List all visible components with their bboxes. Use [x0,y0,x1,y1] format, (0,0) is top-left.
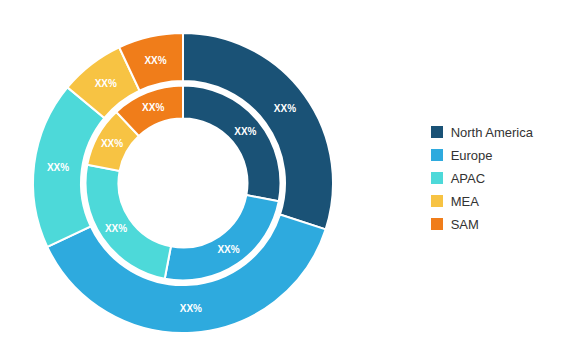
svg-text:XX%: XX% [234,126,256,137]
html-text:Europe: Europe [450,147,493,163]
svg-text:XX%: XX% [47,162,69,173]
html-text:MEA: MEA [450,193,479,209]
svg-text:XX%: XX% [180,303,202,314]
svg-text:XX%: XX% [142,102,164,113]
svg-text:XX%: XX% [95,78,117,89]
svg-text:XX%: XX% [217,244,239,255]
svg-text:XX%: XX% [101,138,123,149]
html-text:SAM: SAM [450,216,479,232]
svg-text:XX%: XX% [105,223,127,234]
html-text:North America: North America [450,124,533,140]
svg-text:XX%: XX% [144,55,166,66]
html-text:APAC: APAC [450,170,486,186]
svg-text:XX%: XX% [274,103,296,114]
